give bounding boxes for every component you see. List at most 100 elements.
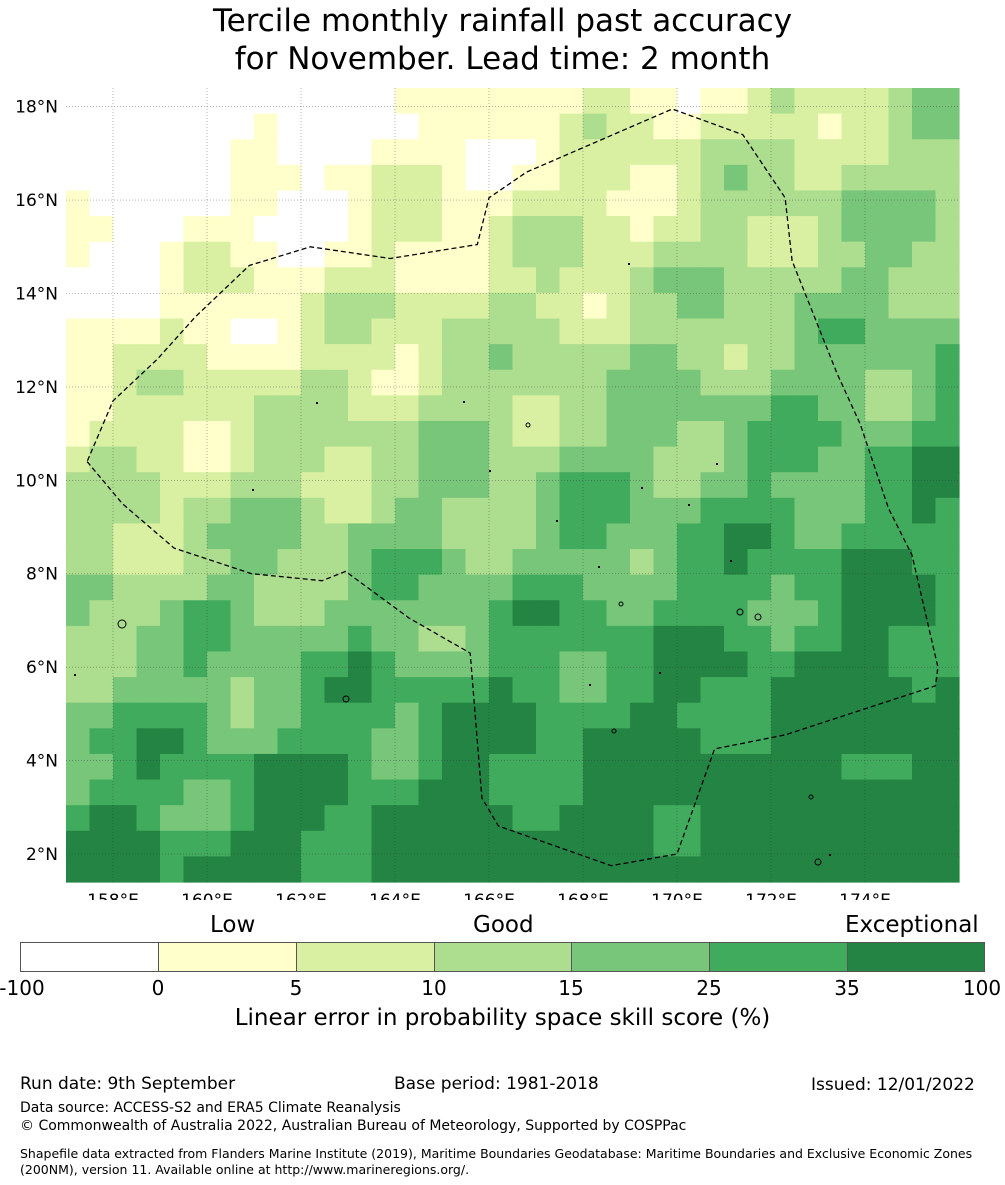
skill-cell [230,600,255,627]
colorbar-swatch [20,942,158,972]
skill-cell [324,190,349,217]
skill-cell [89,241,114,268]
skill-cell [254,856,279,883]
lon-label: 172°E [745,891,797,900]
skill-cell [183,216,208,243]
skill-cell [653,292,678,320]
skill-cell [489,728,514,755]
skill-cell [395,805,420,832]
skill-cell [771,344,796,371]
skill-cell [700,344,725,371]
skill-cell [536,523,561,550]
skill-cell [254,702,279,729]
skill-cell [724,625,749,653]
skill-cell [395,369,420,396]
skill-cell [865,113,890,140]
skill-cell [324,88,349,115]
skill-cell [536,472,561,499]
skill-cell [747,472,772,499]
skill-cell [348,753,373,781]
skill-cell [489,625,514,653]
lat-label: 12°N [15,378,58,398]
skill-cell [865,216,890,243]
skill-cell [935,830,960,857]
skill-cell [301,753,326,781]
skill-cell [536,292,561,320]
skill-cell [841,625,866,653]
graticule [66,88,959,882]
skill-cell [277,856,302,883]
skill-cell [724,113,749,140]
skill-cell [254,472,279,499]
skill-cell [348,318,373,345]
skill-cell [418,88,443,115]
skill-cell [912,241,937,268]
skill-cell [442,420,467,448]
skill-cell [559,600,584,627]
skill-cell [371,830,396,857]
island [814,858,822,866]
skill-cell [418,318,443,345]
skill-cell [418,574,443,601]
skill-cell [395,830,420,857]
skill-cell [230,677,255,704]
skill-cell [254,88,279,115]
skill-cell [66,113,91,140]
skill-cell [442,574,467,601]
skill-cell [865,139,890,166]
lon-label: 166°E [463,891,515,900]
skill-cell [183,805,208,832]
skill-cell [160,651,185,678]
skill-cell [395,523,420,550]
skill-cell [136,549,161,576]
skill-cell [818,113,843,140]
skill-cell [630,164,655,192]
skill-cell [653,574,678,601]
skill-cell [113,113,138,140]
skill-cell [559,190,584,217]
skill-cell [630,753,655,781]
skill-cell [324,600,349,627]
islet [716,463,718,465]
skill-cell [865,651,890,678]
skill-cell [700,753,725,781]
skill-cell [66,318,91,345]
skill-cell [935,805,960,832]
skill-cell [66,497,91,525]
skill-cell [935,395,960,422]
skill-cell [841,753,866,781]
skill-cell [348,369,373,396]
skill-cell [254,651,279,678]
skill-cell [418,344,443,371]
skill-cell [583,318,608,345]
skill-cell [207,139,232,166]
skill-cell [489,292,514,320]
skill-cell [113,318,138,345]
skill-cell [418,830,443,857]
colorbar-tick-label: 25 [696,976,722,1000]
skill-cell [136,395,161,422]
skill-cell [653,318,678,345]
skill-cell [254,190,279,217]
skill-cell [442,830,467,857]
skill-cell [935,753,960,781]
skill-cell [254,549,279,576]
skill-cell [771,267,796,294]
skill-cell [66,164,91,192]
skill-cell [935,344,960,371]
skill-cell [818,472,843,499]
skill-cell [371,446,396,473]
skill-cell [301,164,326,192]
skill-cell [442,344,467,371]
skill-cell [794,702,819,729]
skill-cell [395,728,420,755]
skill-cell [89,472,114,499]
skill-cell [606,779,631,806]
skill-cell [301,728,326,755]
skill-cell [465,88,490,115]
skill-cell [489,88,514,115]
skill-cell [489,446,514,473]
skill-cell [324,779,349,806]
skill-cell [301,369,326,396]
skill-cell [489,369,514,396]
